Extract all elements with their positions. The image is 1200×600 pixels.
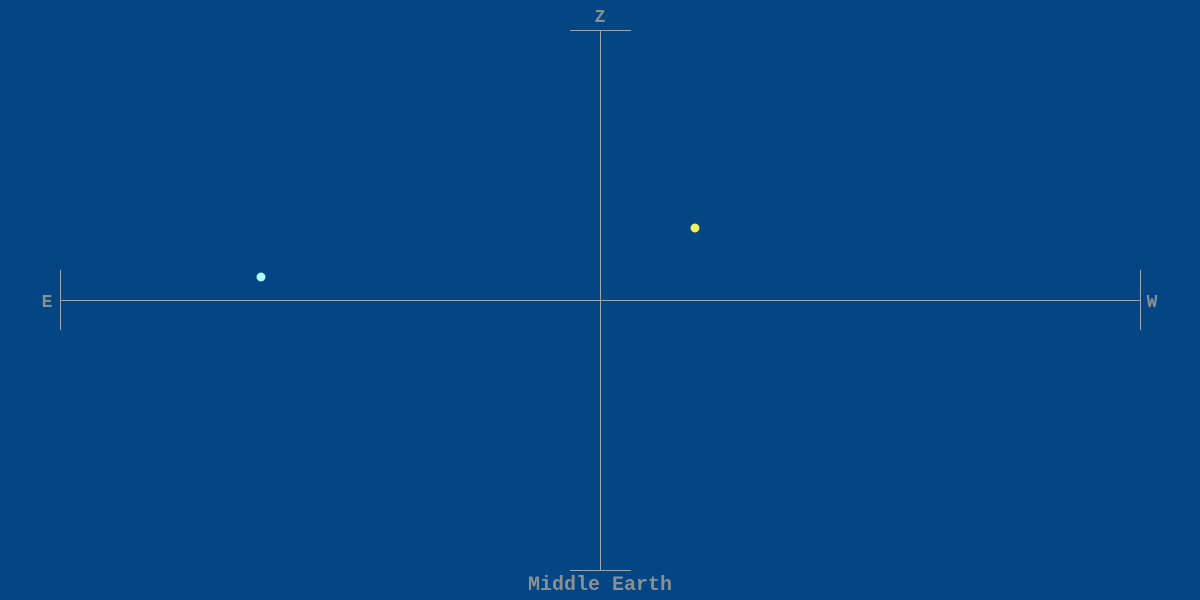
east-label: E: [42, 293, 53, 313]
west-label: W: [1147, 293, 1158, 313]
location-caption: Middle Earth: [528, 574, 672, 597]
yellow-body: [690, 223, 700, 233]
zenith-label: Z: [595, 8, 606, 28]
cyan-body: [256, 272, 266, 282]
